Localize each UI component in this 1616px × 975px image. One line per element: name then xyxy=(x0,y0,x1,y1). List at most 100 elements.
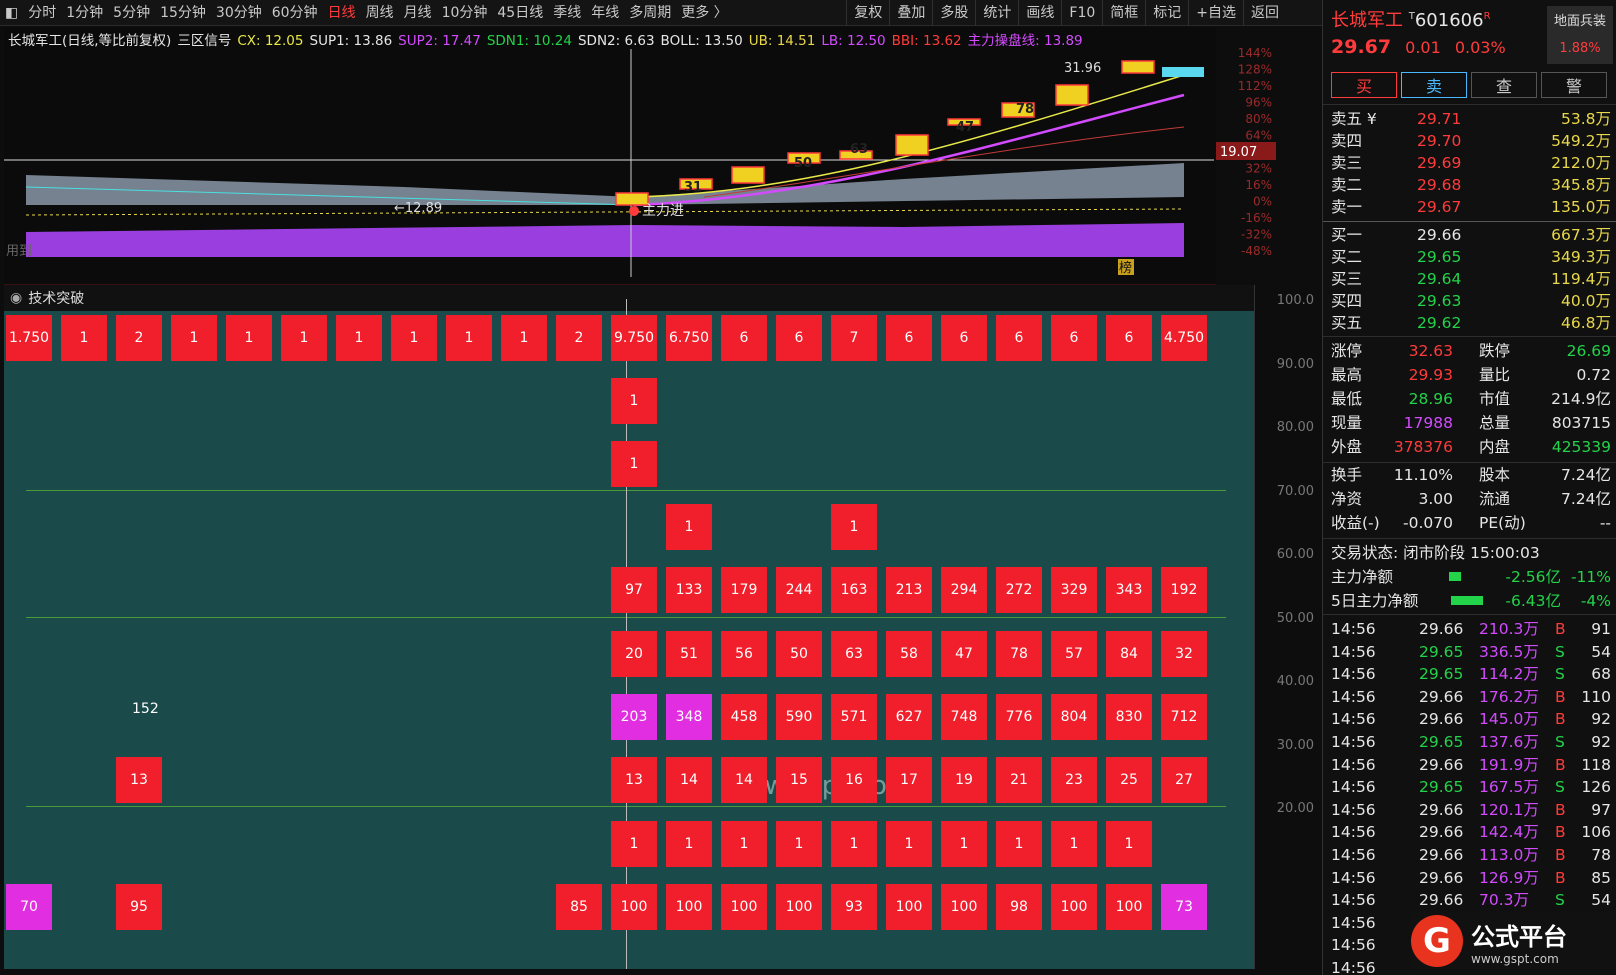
candle[interactable] xyxy=(1055,84,1089,106)
signal-cell[interactable]: 100 xyxy=(721,884,767,930)
signal-cell[interactable]: 100 xyxy=(941,884,987,930)
signal-cell[interactable]: 1 xyxy=(391,315,437,361)
signal-cell[interactable]: 203 xyxy=(611,694,657,740)
signal-cell[interactable]: 458 xyxy=(721,694,767,740)
tick-row[interactable]: 14:56 xyxy=(1331,957,1611,975)
signal-cell[interactable]: 50 xyxy=(776,631,822,677)
signal-cell[interactable]: 51 xyxy=(666,631,712,677)
signal-cell[interactable]: 84 xyxy=(1106,631,1152,677)
signal-cell[interactable]: 85 xyxy=(556,884,602,930)
signal-cell[interactable]: 343 xyxy=(1106,567,1152,613)
signal-cell[interactable]: 58 xyxy=(886,631,932,677)
signal-cell[interactable]: 1 xyxy=(666,504,712,550)
signal-cell[interactable]: 100 xyxy=(666,884,712,930)
tick-row[interactable]: 14:56 29.65 114.2万 S 68 xyxy=(1331,663,1611,685)
signal-cell[interactable]: 23 xyxy=(1051,757,1097,803)
toolbar-button[interactable]: F10 xyxy=(1061,0,1102,26)
signal-cell[interactable]: 6.750 xyxy=(666,315,712,361)
bid-row[interactable]: 买五 29.62 46.8万 xyxy=(1331,312,1611,334)
candle[interactable] xyxy=(615,192,649,206)
signal-cell[interactable]: 1 xyxy=(831,504,877,550)
signal-cell[interactable]: 73 xyxy=(1161,884,1207,930)
toolbar-button[interactable]: 复权 xyxy=(846,0,889,26)
bid-row[interactable]: 买一 29.66 667.3万 xyxy=(1331,224,1611,246)
signal-cell[interactable]: 6 xyxy=(721,315,767,361)
candle-last[interactable] xyxy=(1162,67,1204,77)
signal-cell[interactable]: 56 xyxy=(721,631,767,677)
signal-cell[interactable]: 25 xyxy=(1106,757,1152,803)
signal-cell[interactable]: 133 xyxy=(666,567,712,613)
signal-cell[interactable]: 17 xyxy=(886,757,932,803)
signal-cell[interactable]: 1 xyxy=(446,315,492,361)
signal-cell[interactable]: 100 xyxy=(776,884,822,930)
tick-row[interactable]: 14:56 29.66 176.2万 B 110 xyxy=(1331,686,1611,708)
period-tab[interactable]: 45日线 xyxy=(497,4,544,21)
candle[interactable] xyxy=(839,150,873,160)
signal-cell[interactable]: 1 xyxy=(61,315,107,361)
signal-cell[interactable]: 213 xyxy=(886,567,932,613)
toolbar-button[interactable]: 简框 xyxy=(1102,0,1145,26)
period-tab[interactable]: 15分钟 xyxy=(160,4,206,21)
period-tab[interactable]: 30分钟 xyxy=(215,4,262,21)
signal-cell[interactable]: 776 xyxy=(996,694,1042,740)
signal-cell[interactable]: 78 xyxy=(996,631,1042,677)
signal-cell[interactable]: 272 xyxy=(996,567,1042,613)
signal-cell[interactable]: 2 xyxy=(556,315,602,361)
indicator-panel[interactable]: www.gspt.com 1.75012111111129.7506.75066… xyxy=(4,299,1254,969)
toolbar-button[interactable]: 标记 xyxy=(1145,0,1188,26)
signal-cell[interactable]: 571 xyxy=(831,694,877,740)
signal-cell[interactable]: 804 xyxy=(1051,694,1097,740)
period-tab[interactable]: 年线 xyxy=(591,4,620,21)
tick-row[interactable]: 14:56 29.65 167.5万 S 126 xyxy=(1331,776,1611,798)
tick-row[interactable]: 14:56 29.66 210.3万 B 91 xyxy=(1331,618,1611,640)
candle[interactable] xyxy=(679,178,713,190)
period-tab[interactable]: 10分钟 xyxy=(441,4,488,21)
period-tab[interactable]: 分时 xyxy=(28,4,57,21)
signal-cell[interactable]: 6 xyxy=(1106,315,1152,361)
signal-cell[interactable]: 6 xyxy=(941,315,987,361)
signal-cell[interactable]: 1 xyxy=(611,821,657,867)
buy-button[interactable]: 买 xyxy=(1331,72,1397,98)
signal-cell[interactable]: 2 xyxy=(116,315,162,361)
signal-cell[interactable]: 95 xyxy=(116,884,162,930)
signal-cell[interactable]: 1 xyxy=(281,315,327,361)
signal-cell[interactable]: 9.750 xyxy=(611,315,657,361)
candle[interactable] xyxy=(731,166,765,184)
signal-cell[interactable]: 97 xyxy=(611,567,657,613)
signal-cell[interactable]: 47 xyxy=(941,631,987,677)
check-icon[interactable]: ◉ xyxy=(10,290,23,306)
toolbar-button[interactable]: 叠加 xyxy=(889,0,932,26)
sector-tag[interactable]: 地面兵装 xyxy=(1553,14,1606,29)
signal-cell[interactable]: 1 xyxy=(996,821,1042,867)
period-tab[interactable]: 60分钟 xyxy=(271,4,318,21)
period-tab[interactable]: 月线 xyxy=(403,4,432,21)
candle[interactable] xyxy=(947,118,981,126)
signal-cell[interactable]: 13 xyxy=(116,757,162,803)
signal-cell[interactable]: 1 xyxy=(721,821,767,867)
signal-cell[interactable]: 830 xyxy=(1106,694,1152,740)
signal-cell[interactable]: 179 xyxy=(721,567,767,613)
signal-cell[interactable]: 1 xyxy=(831,821,877,867)
period-tab[interactable]: 日线 xyxy=(327,4,356,21)
candle[interactable] xyxy=(1001,102,1035,118)
signal-cell[interactable]: 27 xyxy=(1161,757,1207,803)
signal-cell[interactable]: 1 xyxy=(776,821,822,867)
bid-row[interactable]: 买三 29.64 119.4万 xyxy=(1331,268,1611,290)
signal-cell[interactable]: 6 xyxy=(886,315,932,361)
tick-row[interactable]: 14:56 29.66 142.4万 B 106 xyxy=(1331,821,1611,843)
tick-row[interactable]: 14:56 xyxy=(1331,912,1611,934)
query-button[interactable]: 查 xyxy=(1471,72,1537,98)
period-tab[interactable]: 周线 xyxy=(365,4,394,21)
signal-cell[interactable]: 712 xyxy=(1161,694,1207,740)
ask-row[interactable]: 卖三 29.69 212.0万 xyxy=(1331,152,1611,174)
ask-row[interactable]: 卖四 29.70 549.2万 xyxy=(1331,130,1611,152)
signal-cell[interactable]: 7 xyxy=(831,315,877,361)
signal-cell[interactable]: 1 xyxy=(941,821,987,867)
toolbar-button[interactable]: 返回 xyxy=(1243,0,1286,26)
candle[interactable] xyxy=(1121,60,1155,74)
signal-cell[interactable]: 100 xyxy=(886,884,932,930)
period-tab[interactable]: 更多 〉 xyxy=(681,4,728,21)
signal-cell[interactable]: 1 xyxy=(611,378,657,424)
signal-cell[interactable]: 1 xyxy=(611,441,657,487)
signal-marker-icon[interactable] xyxy=(629,206,639,216)
